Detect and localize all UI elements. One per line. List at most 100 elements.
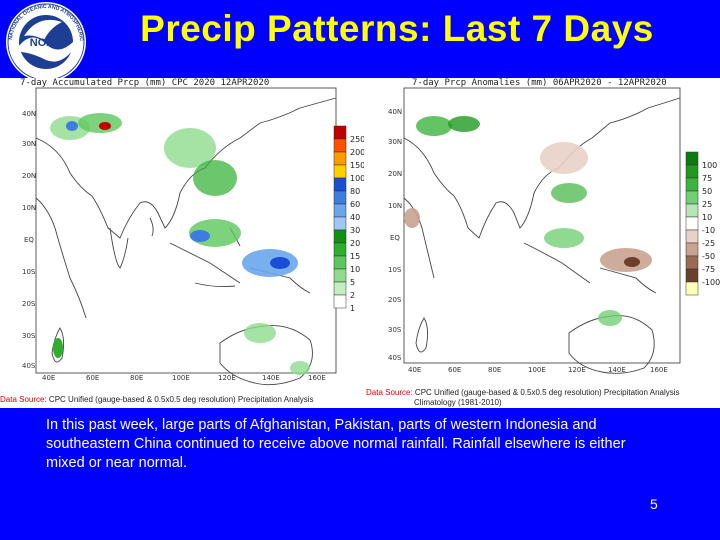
legend-swatch [333,242,347,257]
legend-swatch [333,229,347,244]
y-tick: 10S [388,266,402,274]
y-tick: 10N [388,202,402,210]
legend-label: 5 [350,278,355,287]
climatology-line: Climatology (1981-2010) [414,398,502,407]
x-axis-ticks: 40E 60E 80E 100E 120E 140E 160E [408,366,668,374]
y-tick: 40N [22,110,36,118]
y-tick: 20N [22,172,36,180]
x-tick: 160E [650,366,668,374]
y-tick: 40S [388,354,402,362]
legend-swatch [333,255,347,270]
y-tick: 10S [22,268,36,276]
logo-center-text: NOAA [30,37,62,49]
x-tick: 60E [86,374,99,382]
source-text: CPC Unified (gauge-based & 0.5x0.5 deg r… [46,395,314,404]
legend-label: 50 [702,187,712,196]
x-tick: 80E [488,366,501,374]
legend-swatch [333,268,347,283]
x-tick: 100E [172,374,190,382]
x-tick: 60E [448,366,461,374]
legend-swatch [333,190,347,205]
x-tick: 80E [130,374,143,382]
x-tick: 140E [608,366,626,374]
legend-swatch [685,190,699,205]
x-tick: 140E [262,374,280,382]
legend-swatch [685,242,699,257]
noaa-logo: NOAA NATIONAL OCEANIC AND ATMOSPHERIC AD… [0,0,92,84]
legend-swatch [333,125,347,140]
y-tick: 30N [388,138,402,146]
x-tick: 40E [408,366,421,374]
precip-color-legend: 250 200 150 100 80 60 40 30 20 15 10 5 2 1 [333,125,364,313]
x-tick: 120E [218,374,236,382]
legend-swatch [333,151,347,166]
legend-label: 150 [350,161,364,170]
anomaly-shading [404,116,652,326]
legend-label: 1 [350,304,355,313]
legend-label: -75 [702,265,715,274]
legend-swatch [685,268,699,283]
legend-swatch [685,151,699,166]
legend-label: 20 [350,239,360,248]
y-tick: 30S [388,326,402,334]
legend-label: 250 [350,135,364,144]
legend-label: -50 [702,252,715,261]
slide-title: Precip Patterns: Last 7 Days [140,8,654,49]
y-tick: 10N [22,204,36,212]
slide-caption: In this past week, large parts of Afghan… [46,417,626,471]
page-number: 5 [650,496,658,512]
y-tick: 40N [388,108,402,116]
legend-swatch [685,216,699,231]
legend-label: -100 [702,278,720,287]
y-tick: 20S [388,296,402,304]
legend-swatch [685,229,699,244]
precip-anomaly-map: 7-day Prcp Anomalies (mm) 06APR2020 - 12… [364,78,720,408]
legend-label: 2 [350,291,355,300]
data-source-line: Data Source: CPC Unified (gauge-based & … [366,388,680,397]
legend-swatch [685,281,699,296]
legend-label: 10 [702,213,712,222]
y-tick: 20N [388,170,402,178]
legend-swatch [333,203,347,218]
legend-label: 60 [350,200,360,209]
precip-shading [50,113,310,375]
legend-swatch [333,281,347,296]
x-tick: 40E [42,374,55,382]
y-axis-ticks: 40N 30N 20N 10N EQ 10S 20S 30S 40S [388,108,402,362]
y-tick: EQ [24,236,34,244]
map-header: 7-day Accumulated Prcp (mm) CPC 2020 12A… [20,78,270,88]
x-tick: 120E [568,366,586,374]
x-tick: 100E [528,366,546,374]
legend-swatch [333,177,347,192]
legend-swatch [333,294,347,309]
source-text: CPC Unified (gauge-based & 0.5x0.5 deg r… [412,388,680,397]
y-tick: 30S [22,332,36,340]
source-label: Data Source: [366,388,413,397]
legend-label: 100 [350,174,364,183]
accumulated-precip-map: 7-day Accumulated Prcp (mm) CPC 2020 12A… [0,78,364,408]
legend-swatch [333,216,347,231]
legend-swatch [333,138,347,153]
legend-label: 40 [350,213,360,222]
y-axis-ticks: 40N 30N 20N 10N EQ 10S 20S 30S 40S [22,110,36,370]
legend-label: 15 [350,252,360,261]
y-tick: 20S [22,300,36,308]
legend-label: -10 [702,226,715,235]
legend-label: 25 [702,200,712,209]
y-tick: 30N [22,140,36,148]
legend-label: 75 [702,174,712,183]
source-label: Data Source: [0,395,47,404]
y-tick: EQ [390,234,400,242]
legend-swatch [685,203,699,218]
legend-swatch [685,177,699,192]
legend-label: 80 [350,187,360,196]
legend-swatch [685,255,699,270]
map-header: 7-day Prcp Anomalies (mm) 06APR2020 - 12… [412,78,667,88]
legend-label: 30 [350,226,360,235]
legend-label: 100 [702,161,717,170]
data-source-line: Data Source: CPC Unified (gauge-based & … [0,395,314,404]
x-axis-ticks: 40E 60E 80E 100E 120E 140E 160E [42,374,326,382]
anomaly-color-legend: 100 75 50 25 10 -10 -25 -50 -75 -100 [685,151,720,296]
x-tick: 160E [308,374,326,382]
y-tick: 40S [22,362,36,370]
